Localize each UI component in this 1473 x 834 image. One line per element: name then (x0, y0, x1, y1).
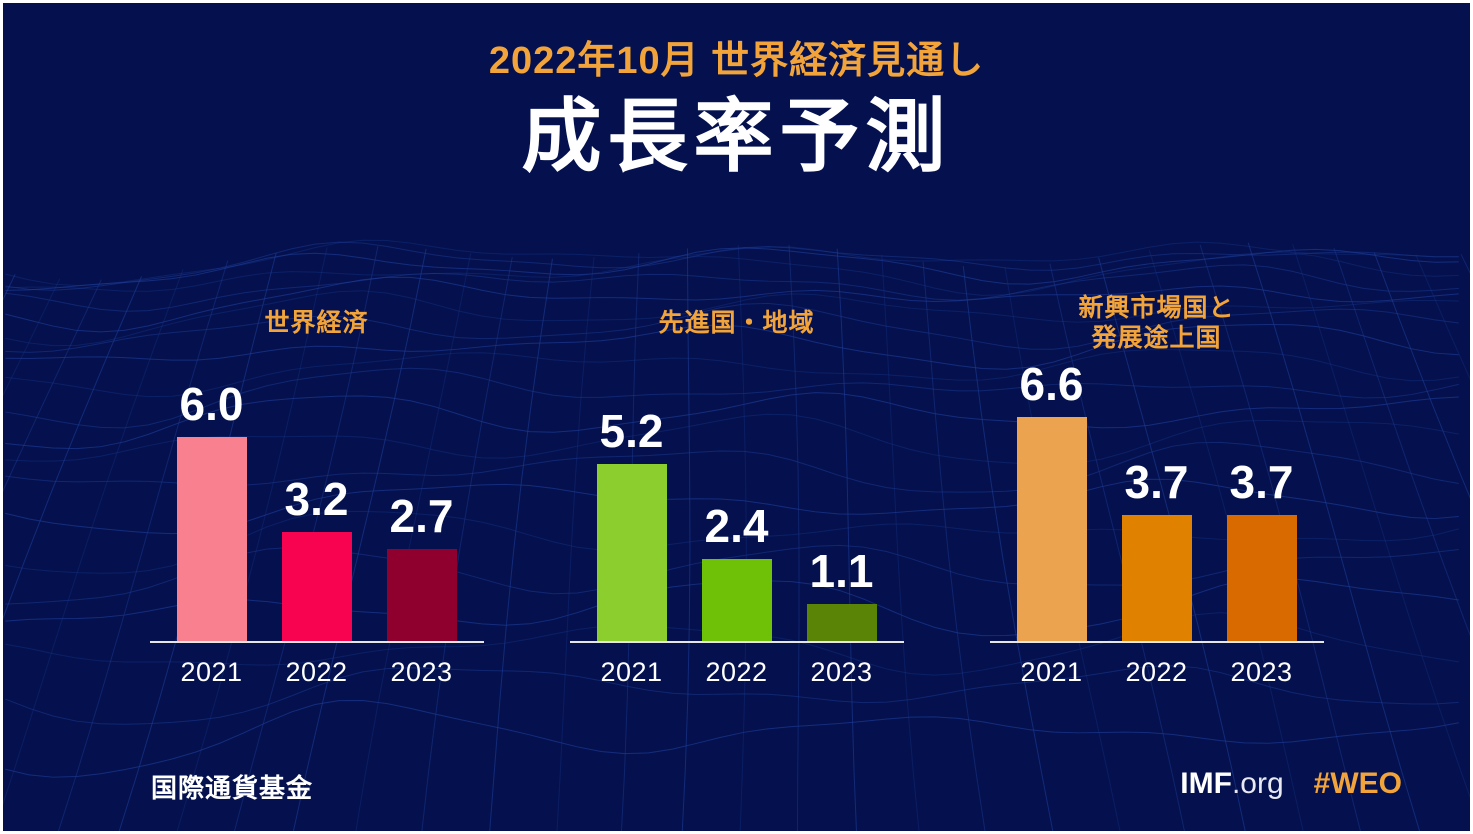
bar-value-label: 3.7 (1229, 456, 1294, 508)
x-axis-line (569, 641, 904, 643)
page-title: 成長率予測 (521, 92, 952, 181)
bar-column: 3.7 (1226, 456, 1297, 641)
bar-value-label: 3.2 (284, 473, 349, 525)
bar-plot: 6.6 3.7 3.7 (1016, 357, 1297, 641)
report-subtitle: 2022年10月 世界経済見通し (488, 40, 985, 82)
bar-value-label: 6.6 (1019, 358, 1084, 410)
chart-group-world-economy: 世界経済 6.0 3.2 2.7 (149, 289, 484, 688)
year-label: 2021 (600, 657, 663, 687)
imf-website-suffix: .org (1231, 767, 1284, 800)
bar-column: 5.2 (596, 405, 667, 641)
weo-hashtag: #WEO (1313, 767, 1402, 800)
x-axis-line (989, 641, 1324, 643)
year-label: 2023 (1230, 657, 1293, 687)
bar-2023 (806, 604, 877, 641)
chart-group-emerging-developing: 新興市場国と 発展途上国 6.6 3.7 3.7 (989, 289, 1324, 688)
imf-org-name: 国際通貨基金 (151, 773, 314, 803)
year-label: 2021 (1020, 657, 1083, 687)
bar-column: 3.7 (1121, 456, 1192, 641)
x-axis-labels: 2021 2022 2023 (597, 657, 877, 688)
year-label: 2023 (390, 657, 453, 687)
bar-column: 6.6 (1016, 358, 1087, 641)
bar-column: 2.4 (701, 500, 772, 641)
bar-plot: 5.2 2.4 1.1 (596, 357, 877, 641)
year-label: 2021 (180, 657, 243, 687)
chart-row: 世界経済 6.0 3.2 2.7 (3, 289, 1470, 688)
bar-2021 (596, 464, 667, 641)
bar-2022 (701, 559, 772, 641)
bar-column: 1.1 (806, 545, 877, 641)
bar-value-label: 2.7 (389, 490, 454, 542)
footer-links: IMF.org #WEO (1180, 767, 1402, 801)
group-label: 世界経済 (264, 309, 369, 337)
bar-column: 6.0 (176, 378, 247, 641)
year-label: 2022 (1125, 657, 1188, 687)
year-label: 2022 (285, 657, 348, 687)
group-label: 先進国・地域 (658, 309, 815, 337)
x-axis-labels: 2021 2022 2023 (177, 657, 457, 688)
year-label: 2022 (705, 657, 768, 687)
header: 2022年10月 世界経済見通し 成長率予測 (3, 3, 1470, 185)
bar-column: 3.2 (281, 473, 352, 641)
bar-column: 2.7 (386, 490, 457, 641)
bar-2021 (1016, 417, 1087, 641)
bar-2023 (1226, 515, 1297, 641)
x-axis-labels: 2021 2022 2023 (1017, 657, 1297, 688)
bar-value-label: 3.7 (1124, 456, 1189, 508)
bar-plot: 6.0 3.2 2.7 (176, 357, 457, 641)
bar-value-label: 2.4 (704, 500, 769, 552)
group-label: 新興市場国と 発展途上国 (1078, 294, 1235, 352)
chart-group-advanced-economies: 先進国・地域 5.2 2.4 1.1 (569, 289, 904, 688)
bar-2021 (176, 437, 247, 641)
imf-website-text: IMF.org (1180, 767, 1283, 801)
bar-2023 (386, 549, 457, 641)
imf-website-bold: IMF (1180, 767, 1232, 800)
bar-value-label: 5.2 (599, 405, 664, 457)
bar-2022 (281, 532, 352, 641)
x-axis-line (149, 641, 484, 643)
bar-2022 (1121, 515, 1192, 641)
bar-value-label: 6.0 (179, 378, 244, 430)
bar-value-label: 1.1 (809, 545, 874, 597)
year-label: 2023 (810, 657, 873, 687)
